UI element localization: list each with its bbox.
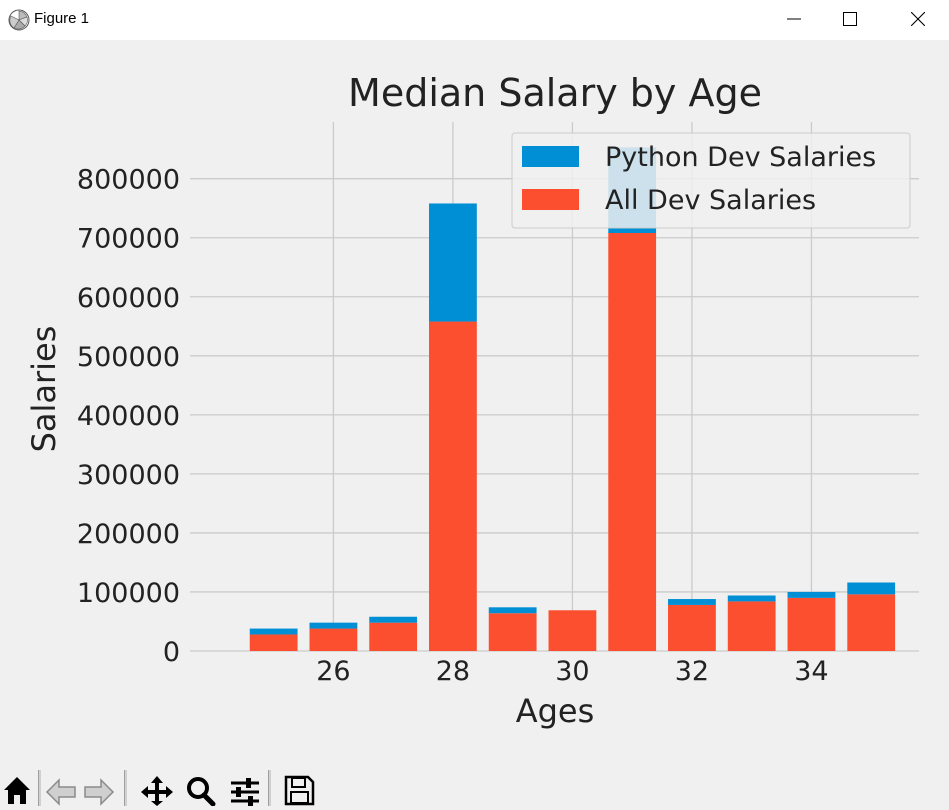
back-button[interactable] <box>44 770 78 806</box>
bar-python-dev-34 <box>787 591 836 598</box>
bar-all-dev-26 <box>309 628 358 651</box>
legend-swatch-all <box>522 189 579 210</box>
legend-swatch-python <box>522 146 579 167</box>
bar-all-dev-29 <box>488 613 537 651</box>
maximize-button[interactable] <box>819 0 881 40</box>
bar-all-dev-35 <box>847 594 896 651</box>
minimize-button[interactable] <box>763 0 825 40</box>
x-axis-label: Ages <box>516 692 595 730</box>
bar-python-dev-29 <box>488 607 537 614</box>
bar-all-dev-32 <box>668 604 716 651</box>
bar-python-dev-33 <box>727 595 776 602</box>
bar-python-dev-27 <box>369 616 418 623</box>
bar-all-dev-25 <box>249 634 298 651</box>
save-disk-icon <box>284 775 315 806</box>
bar-python-dev-35 <box>847 582 896 595</box>
zoom-magnifier-icon <box>187 777 216 807</box>
matplotlib-logo-icon <box>8 9 30 31</box>
close-button[interactable] <box>887 0 949 40</box>
zoom-button[interactable] <box>184 770 218 807</box>
x-tick-label: 28 <box>436 656 470 687</box>
y-tick-label: 300000 <box>77 460 180 491</box>
configure-subplots-button[interactable] <box>228 770 262 806</box>
legend-label-all: All Dev Salaries <box>605 185 816 216</box>
back-arrow-icon <box>45 778 76 806</box>
x-tick-label: 26 <box>316 656 350 687</box>
home-icon <box>4 777 30 804</box>
toolbar-separator <box>124 770 127 806</box>
y-tick-label: 100000 <box>77 578 180 609</box>
legend: Python Dev Salaries All Dev Salaries <box>511 132 911 229</box>
y-tick-label: 500000 <box>77 342 180 373</box>
toolbar-separator <box>268 770 271 806</box>
forward-button[interactable] <box>82 770 116 806</box>
y-axis-label: Salaries <box>25 326 63 453</box>
legend-label-python: Python Dev Salaries <box>605 142 876 173</box>
home-button[interactable] <box>0 770 34 806</box>
bar-all-dev-33 <box>727 601 776 651</box>
chart-title: Median Salary by Age <box>348 71 762 115</box>
window-title: Figure 1 <box>34 10 90 27</box>
plot-canvas[interactable]: 0 100000 200000 300000 400000 500000 600000 700… <box>0 40 949 766</box>
bar-python-dev-25 <box>249 628 298 635</box>
pan-button[interactable] <box>140 770 174 806</box>
bar-all-dev-30 <box>548 610 597 651</box>
bar-python-dev-26 <box>309 622 358 629</box>
y-tick-label: 800000 <box>77 165 180 196</box>
forward-arrow-icon <box>84 778 115 806</box>
maximize-icon <box>843 12 857 26</box>
bar-python-dev-32 <box>668 599 716 605</box>
save-button[interactable] <box>282 770 316 806</box>
y-tick-label: 200000 <box>77 519 180 550</box>
bar-chart: 0 100000 200000 300000 400000 500000 600000 700… <box>25 71 919 730</box>
bar-all-dev-28 <box>429 321 477 651</box>
y-tick-label: 400000 <box>77 401 180 432</box>
x-tick-label: 32 <box>675 656 709 687</box>
pan-move-icon <box>141 776 173 806</box>
close-icon <box>911 12 925 26</box>
y-tick-label: 700000 <box>77 224 180 255</box>
navigation-toolbar <box>0 766 949 807</box>
bar-all-dev-31 <box>608 232 657 651</box>
toolbar-separator <box>38 770 41 806</box>
x-tick-label: 30 <box>555 656 589 687</box>
title-bar: Figure 1 <box>0 0 949 40</box>
minimize-icon <box>787 18 801 20</box>
y-tick-label: 600000 <box>77 283 180 314</box>
configure-subplots-icon <box>231 778 259 806</box>
bar-all-dev-27 <box>369 622 418 651</box>
bar-all-dev-34 <box>787 597 836 651</box>
bar-python-dev-28 <box>429 203 477 322</box>
x-tick-label: 34 <box>794 656 828 687</box>
y-tick-label: 0 <box>163 637 180 668</box>
